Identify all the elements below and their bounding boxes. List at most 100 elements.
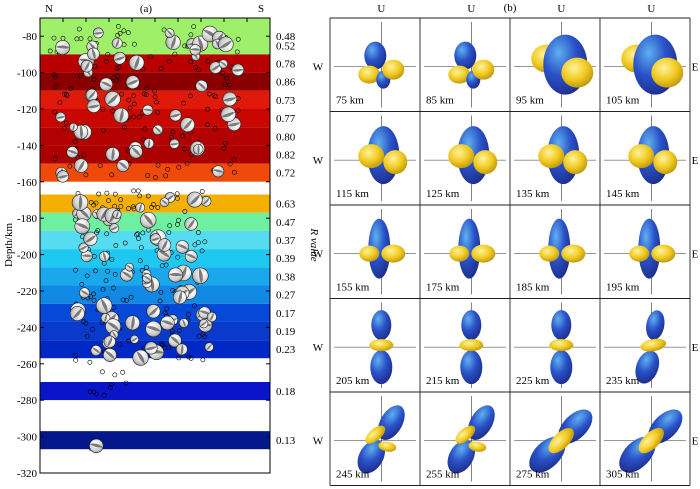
beachball (142, 273, 152, 284)
south-label: S (258, 3, 264, 15)
event-circle (140, 230, 146, 236)
r-band (40, 127, 270, 146)
r-value-label: 0.63 (276, 199, 296, 211)
depth-tick-label: -120 (17, 104, 38, 116)
beachball (73, 158, 89, 173)
beachball (231, 63, 245, 77)
beachball (145, 320, 162, 338)
depth-tick-label: -80 (22, 31, 37, 43)
beachball (164, 28, 175, 38)
event-circle (188, 59, 193, 65)
beachball (189, 44, 201, 56)
depth-tick-label: -180 (17, 213, 38, 225)
event-circle (62, 125, 67, 131)
stress-shape-cell: 125 km (424, 115, 506, 201)
r-value-label: 0.38 (276, 271, 296, 283)
stress-lobe-shape (359, 218, 406, 279)
beachball (125, 75, 140, 90)
depth-tick-label: -280 (17, 395, 38, 407)
beachball (95, 297, 113, 314)
event-circle (231, 169, 237, 175)
event-circle (120, 369, 126, 375)
event-circle (188, 32, 194, 38)
event-circle (104, 190, 110, 196)
event-circle (159, 341, 164, 346)
stress-shape-cell: 185 km (514, 209, 596, 295)
beachball (222, 91, 237, 107)
r-value-label: 0.48 (276, 31, 296, 43)
event-circle (91, 76, 97, 82)
event-circle (114, 66, 120, 71)
event-circle (64, 91, 69, 97)
depth-tick-label: -140 (17, 140, 38, 152)
event-circle (192, 303, 197, 309)
event-circle (134, 232, 139, 238)
beachball (204, 342, 214, 352)
beachball (87, 47, 100, 61)
cell-depth-label: 185 km (516, 282, 550, 294)
event-circle (176, 164, 182, 170)
r-band (40, 358, 270, 382)
event-circle (47, 48, 53, 54)
stress-shape-cell: 275 km (514, 396, 596, 482)
panel-a: -80 -100 -120 -140 -160 -180 -200 -220 -240 -260 -… (3, 3, 320, 480)
event-circle (187, 93, 193, 99)
event-circle (222, 82, 228, 87)
event-circle (170, 129, 176, 135)
cell-depth-label: 75 km (336, 95, 364, 107)
event-circle (79, 281, 85, 287)
event-circle (115, 64, 121, 70)
event-circle (131, 93, 136, 99)
r-value-label: 0.23 (276, 344, 296, 356)
event-circle (176, 328, 182, 333)
stress-lobe-shape (447, 405, 495, 474)
r-band (40, 194, 270, 213)
stress-shape-cell: 75 km (334, 22, 416, 108)
event-circle (96, 191, 102, 197)
beachball (55, 40, 71, 55)
stress-lobe-shape (449, 218, 496, 279)
event-circle (181, 100, 186, 106)
event-circle (167, 223, 173, 229)
west-label: W (313, 62, 324, 74)
event-circle (227, 82, 233, 88)
event-circle (72, 139, 78, 144)
west-label: W (313, 155, 324, 167)
event-circle (174, 191, 180, 197)
stress-lobe-shape (358, 126, 408, 185)
event-circle (135, 188, 141, 194)
event-circle (224, 75, 230, 81)
event-circle (131, 41, 137, 47)
event-circle (51, 35, 57, 41)
event-circle (112, 271, 118, 277)
r-value-label: 0.13 (276, 435, 296, 447)
event-circle (158, 66, 164, 71)
event-circle (205, 58, 211, 64)
beachball (109, 223, 120, 234)
r-band (40, 431, 270, 450)
beachball (168, 267, 184, 283)
beachball (206, 311, 217, 323)
event-circle (130, 204, 136, 210)
beachball (66, 146, 79, 159)
stress-shape-cell: 255 km (424, 396, 506, 482)
beachball (178, 318, 189, 328)
event-circle (108, 385, 113, 390)
stress-lobe-shape (531, 34, 594, 95)
beachball (146, 304, 161, 319)
cell-depth-label: 205 km (336, 375, 370, 387)
beachball (165, 34, 181, 50)
beachball (142, 104, 154, 116)
event-circle (118, 203, 124, 209)
beachball (172, 290, 187, 305)
event-circle (141, 91, 147, 97)
stress-shape-cell: 145 km (604, 115, 686, 201)
event-circle (152, 94, 158, 100)
beachball (192, 144, 204, 155)
event-circle (111, 285, 116, 291)
beachball (55, 111, 66, 123)
beachball (125, 262, 134, 272)
beachball (175, 240, 190, 254)
event-circle (206, 91, 212, 97)
